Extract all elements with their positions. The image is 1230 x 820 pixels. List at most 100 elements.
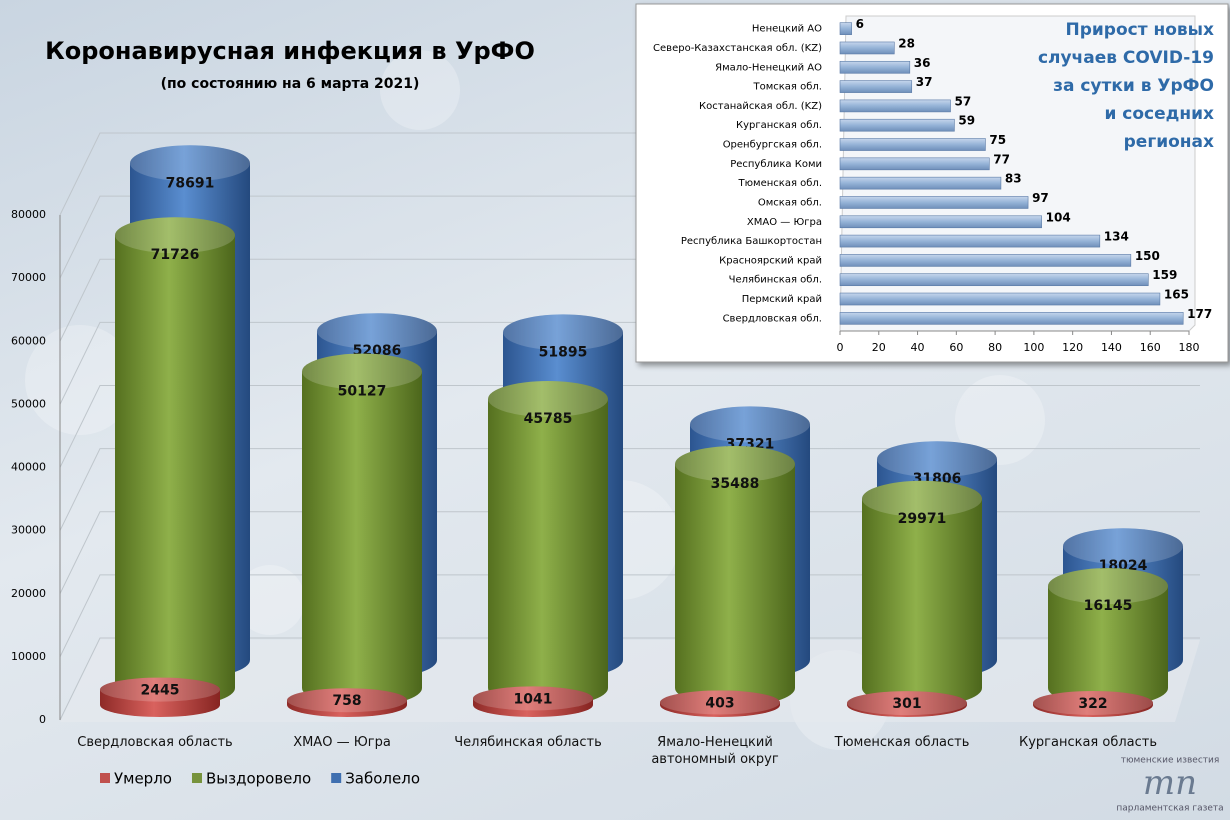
grid-line <box>59 574 1200 658</box>
x-tick-label: Свердловская область <box>77 735 233 750</box>
bar <box>839 292 1161 306</box>
y-tick-label: Ненецкий АО <box>752 24 822 35</box>
value-label: 134 <box>1104 230 1129 244</box>
value-label: 45785 <box>524 411 573 427</box>
x-tick-label: ХМАО — Югра <box>293 735 391 750</box>
legend-label: Умерло <box>114 770 172 788</box>
cylinder <box>1048 586 1168 706</box>
value-label: 51895 <box>539 344 588 360</box>
chart-title: случаев COVID-19 <box>1038 48 1214 68</box>
cylinder-top <box>690 406 810 443</box>
y-tick-label: Томская обл. <box>753 82 823 93</box>
cylinder-top <box>862 480 982 517</box>
legend-label: Выздоровело <box>206 770 311 788</box>
y-tick-label: Оренбургская обл. <box>723 140 822 151</box>
legend-swatch <box>331 773 342 783</box>
grid-line <box>59 448 1200 531</box>
bar <box>839 196 1029 209</box>
bar <box>839 80 913 93</box>
cylinder-top <box>287 688 407 713</box>
value-label: 16145 <box>1084 598 1133 614</box>
cylinder-top <box>100 677 220 702</box>
value-label: 83 <box>1005 172 1022 186</box>
cylinder-top <box>317 313 437 350</box>
value-label: 37 <box>916 75 933 89</box>
value-label: 6 <box>856 17 864 31</box>
bar <box>839 273 1149 287</box>
y-tick-label: Пермский край <box>742 294 822 305</box>
x-tick-label: 140 <box>1101 341 1122 354</box>
cylinder-top <box>1063 528 1183 565</box>
cylinder <box>302 371 422 706</box>
cylinder-top <box>847 691 967 716</box>
cylinder-top <box>115 217 235 254</box>
chart-subtitle: (по состоянию на 6 марта 2021) <box>161 76 420 92</box>
cylinder-top <box>877 441 997 478</box>
cylinder <box>675 463 795 706</box>
bar <box>839 138 986 151</box>
cylinder <box>115 235 235 707</box>
value-label: 758 <box>332 693 361 709</box>
value-label: 165 <box>1164 288 1189 302</box>
bar <box>839 118 955 132</box>
y-tick-label: 50000 <box>11 397 46 410</box>
cylinder-top <box>1048 568 1168 605</box>
chart-title: за сутки в УрФО <box>1053 76 1214 96</box>
logo-mark: тп <box>1143 763 1197 803</box>
value-label: 35488 <box>711 476 760 492</box>
bar <box>839 157 990 171</box>
value-label: 1041 <box>514 691 553 707</box>
cylinder-top-shade <box>660 690 780 715</box>
cylinder-top <box>130 145 250 182</box>
y-tick-label: Республика Башкортостан <box>681 236 822 247</box>
y-tick-label: 10000 <box>11 650 46 663</box>
cylinder-top-shade <box>503 314 623 351</box>
bar <box>839 234 1101 248</box>
value-label: 159 <box>1152 268 1177 282</box>
x-tick-label: Тюменская область <box>834 735 970 750</box>
x-tick-label: 60 <box>949 341 963 354</box>
grid-line <box>59 385 1200 468</box>
cylinder-top-shade <box>287 688 407 713</box>
value-label: 57 <box>955 94 972 108</box>
y-tick-label: Курганская обл. <box>736 120 822 131</box>
legend-label: Заболело <box>345 770 420 788</box>
value-label: 403 <box>705 695 734 711</box>
x-tick-label: 20 <box>872 341 886 354</box>
cylinder-top <box>473 686 593 711</box>
x-tick-label: 180 <box>1179 341 1200 354</box>
value-label: 75 <box>989 133 1006 147</box>
x-tick-label: Ямало-Ненецкий автономный округ <box>651 735 779 767</box>
value-label: 104 <box>1046 210 1071 224</box>
cylinder-top-shade <box>130 145 250 182</box>
cylinder-top-shade <box>100 677 220 702</box>
cylinder-top-shade <box>115 217 235 254</box>
value-label: 77 <box>993 152 1010 166</box>
value-label: 177 <box>1187 307 1212 321</box>
value-label: 36 <box>914 56 931 70</box>
grid-line <box>59 511 1200 594</box>
cylinder-top <box>503 314 623 351</box>
y-tick-label: Красноярский край <box>719 255 822 266</box>
value-label: 78691 <box>166 175 215 191</box>
x-tick-label: 0 <box>837 341 844 354</box>
y-tick-label: Омская обл. <box>758 197 822 208</box>
chart-title: Прирост новых <box>1065 20 1214 40</box>
y-tick-label: Тюменская обл. <box>738 178 822 189</box>
y-tick-label: 0 <box>39 713 46 726</box>
y-tick-label: Челябинская обл. <box>729 275 822 286</box>
chart-title: Коронавирусная инфекция в УрФО <box>45 37 535 65</box>
cylinder-top-shade <box>847 691 967 716</box>
y-tick-label: 20000 <box>11 587 46 600</box>
bar <box>839 22 852 35</box>
chart-title: регионах <box>1124 132 1214 152</box>
value-label: 2445 <box>141 683 180 699</box>
cylinder <box>488 398 608 706</box>
y-tick-label: Республика Коми <box>730 159 822 170</box>
logo: тюменские известия тп парламентская газе… <box>1116 756 1223 814</box>
x-tick-label: 80 <box>988 341 1002 354</box>
legend-swatch <box>191 773 202 783</box>
cylinder-top-shade <box>675 445 795 482</box>
